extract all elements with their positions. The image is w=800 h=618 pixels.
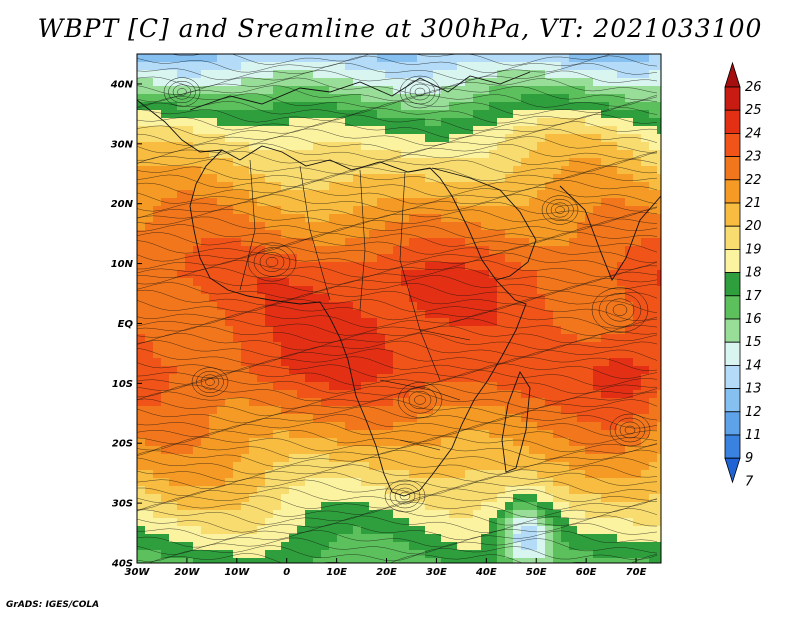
colorbar-segment	[724, 156, 741, 181]
chart-title: WBPT [C] and Sreamline at 300hPa, VT: 20…	[37, 14, 763, 43]
colorbar-label: 9	[745, 451, 753, 466]
colorbar-label: 16	[745, 312, 762, 327]
lat-tick-label: EQ	[118, 319, 134, 330]
colorbar-segment	[724, 179, 741, 204]
colorbar: 26 25 24 23 22 21 20 19 18 17 16 15 14 13 12 11 9 7	[724, 61, 762, 489]
colorbar-label: 25	[745, 103, 762, 118]
lon-tick-label: 30W	[125, 567, 151, 578]
colorbar-label: 7	[745, 474, 754, 489]
coastlines	[137, 71, 661, 497]
colorbar-label: 26	[745, 80, 762, 95]
lon-tick-label: 10E	[326, 567, 347, 578]
colorbar-segment	[724, 318, 741, 343]
lat-tick-label: 30S	[112, 499, 133, 510]
colorbar-label: 15	[745, 335, 762, 350]
colorbar-segment	[724, 272, 741, 297]
lat-tick-label: 40S	[111, 559, 133, 570]
colorbar-label: 17	[745, 289, 762, 304]
lon-tick-label: 20E	[376, 567, 397, 578]
lon-tick-label: 60E	[576, 567, 597, 578]
coastline-india	[559, 185, 661, 281]
lon-tick-label: 0	[283, 567, 290, 578]
lat-tick-label: 20S	[112, 439, 133, 450]
lat-tick-label: 40N	[110, 79, 134, 90]
colorbar-segment	[724, 341, 741, 366]
lon-tick-label: 20W	[174, 567, 200, 578]
colorbar-segment	[724, 86, 741, 111]
lat-tick-label: 30N	[111, 139, 134, 150]
wbpt-field	[137, 54, 661, 563]
lon-tick-label: 50E	[526, 567, 547, 578]
lon-tick-label: 30E	[426, 567, 447, 578]
colorbar-segment	[724, 225, 741, 250]
coastline-europe	[189, 71, 531, 111]
footer-credit: GrADS: IGES/COLA	[6, 600, 100, 610]
map-frame	[136, 53, 662, 564]
colorbar-segment	[724, 132, 741, 157]
axes: 30W 20W 10W 0 10E 20E 30E 40E 50E 60E 70E 40N 30N 20N…	[110, 79, 647, 578]
lat-tick-label: 10S	[112, 379, 133, 390]
colorbar-label: 22	[745, 173, 762, 188]
colorbar-label: 20	[745, 219, 762, 234]
colorbar-segment	[724, 364, 741, 389]
colorbar-label: 21	[745, 196, 762, 211]
colorbar-label: 12	[745, 405, 762, 420]
colorbar-label: 19	[745, 242, 762, 257]
colorbar-bottom-arrow	[724, 457, 741, 484]
colorbar-top-arrow	[724, 61, 741, 88]
lon-tick-label: 70E	[626, 567, 647, 578]
lat-tick-label: 10N	[111, 259, 134, 270]
colorbar-segment	[724, 295, 741, 320]
coastline-madagascar	[501, 370, 531, 473]
lon-tick-label: 40E	[475, 567, 497, 578]
colorbar-segment	[724, 434, 741, 459]
streamlines	[137, 54, 658, 563]
colorbar-label: 11	[745, 428, 762, 443]
colorbar-label: 24	[745, 126, 762, 141]
lon-tick-label: 10W	[224, 567, 250, 578]
colorbar-segment	[724, 248, 741, 273]
colorbar-label: 14	[745, 358, 762, 373]
colorbar-segment	[724, 388, 741, 413]
map-plot-area	[137, 54, 661, 563]
colorbar-segment	[724, 202, 741, 227]
lat-tick-label: 20N	[111, 199, 134, 210]
colorbar-segment	[724, 411, 741, 436]
borders	[239, 159, 471, 451]
colorbar-label: 13	[745, 382, 762, 397]
coastline-africa	[137, 99, 527, 497]
colorbar-label: 18	[745, 266, 762, 281]
colorbar-segment	[724, 109, 741, 134]
colorbar-label: 23	[745, 150, 762, 165]
coastline-arabia	[431, 167, 537, 281]
